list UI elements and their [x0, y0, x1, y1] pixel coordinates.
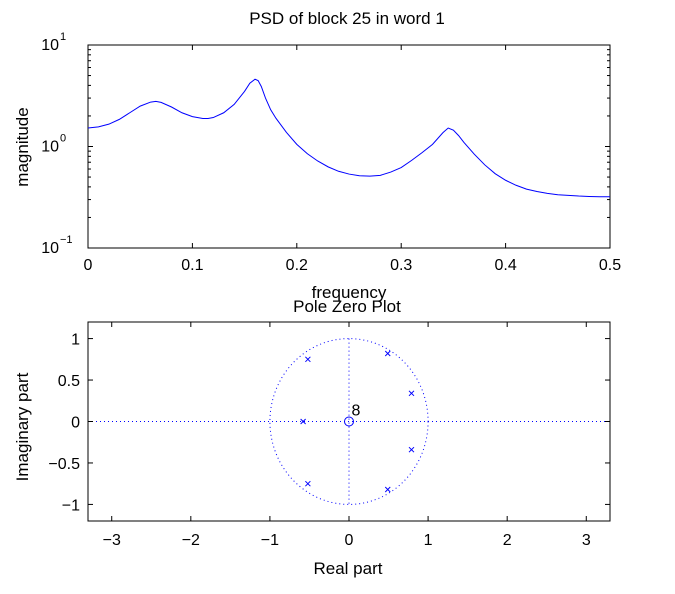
pz-x-tick-label: −1 [261, 532, 279, 549]
pz-title: Pole Zero Plot [293, 297, 401, 316]
psd-y-tick-label: 10 [41, 37, 59, 54]
psd-y-tick-exponent: 0 [60, 133, 66, 145]
psd-x-ticks: 0 0.1 0.2 0.3 0.4 0.5 [84, 45, 621, 274]
pz-y-tick-label: 0 [71, 415, 80, 432]
psd-y-tick-label: 10 [41, 240, 59, 257]
pz-y-tick-label: −1 [62, 497, 80, 514]
psd-y-tick-exponent: 1 [60, 31, 66, 43]
pz-x-tick-label: 1 [424, 532, 433, 549]
pz-x-tick-label: 2 [503, 532, 512, 549]
pz-markers: 8 [300, 350, 415, 493]
psd-y-tick-label: 10 [41, 139, 59, 156]
pole-zero-plot: Pole Zero Plot −3 −2 −1 0 1 2 3 10.50−0.5−1 8 … [13, 297, 611, 578]
psd-x-tick-label: 0 [84, 257, 93, 274]
pz-unit-circle [269, 338, 429, 505]
pz-x-tick-label: 3 [582, 532, 591, 549]
pz-x-tick-label: 0 [345, 532, 354, 549]
pz-x-ticks: −3 −2 −1 0 1 2 3 [103, 322, 591, 549]
psd-x-tick-label: 0.3 [390, 257, 412, 274]
psd-title: PSD of block 25 in word 1 [249, 9, 445, 28]
pz-xlabel: Real part [314, 559, 383, 578]
pz-y-tick-label: 1 [71, 332, 80, 349]
pole-marker [384, 350, 391, 357]
pz-y-tick-label: 0.5 [58, 373, 80, 390]
pz-ylabel: Imaginary part [13, 372, 32, 481]
pole-marker [408, 390, 415, 397]
pz-x-tick-label: −2 [182, 532, 200, 549]
pz-y-tick-label: −0.5 [48, 456, 80, 473]
psd-x-tick-label: 0.4 [494, 257, 516, 274]
zero-multiplicity-label: 8 [352, 403, 361, 420]
pz-x-tick-label: −3 [103, 532, 121, 549]
pz-guides [88, 338, 610, 505]
psd-y-tick-exponent: −1 [60, 234, 73, 246]
pole-marker [408, 446, 415, 453]
pole-marker [305, 480, 311, 487]
psd-x-tick-label: 0.1 [181, 257, 203, 274]
pole-marker [384, 486, 391, 493]
psd-axes-box [87, 44, 611, 249]
psd-plot: PSD of block 25 in word 1 0 0.1 0.2 0.3 0.4 0… [13, 9, 621, 302]
psd-x-tick-label: 0.2 [286, 257, 308, 274]
pz-y-ticks: 1 0.5 0 −0.5 −1 [48, 332, 610, 514]
zero-marker [344, 416, 354, 427]
psd-ylabel: magnitude [13, 107, 32, 186]
pole-marker [305, 356, 311, 363]
psd-x-tick-label: 0.5 [599, 257, 621, 274]
pole-marker [300, 418, 306, 425]
psd-series-line [87, 78, 610, 198]
psd-xlabel: frequency [312, 283, 387, 302]
